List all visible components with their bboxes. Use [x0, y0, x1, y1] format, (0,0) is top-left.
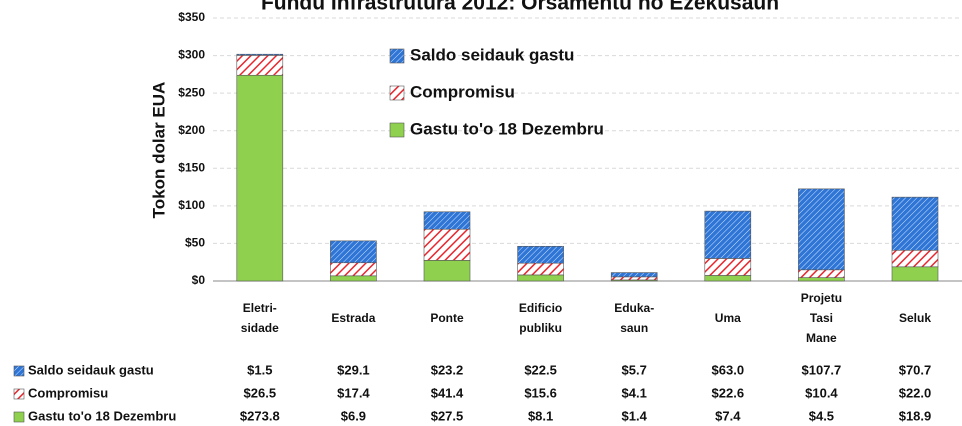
table-cell: $18.9	[899, 408, 932, 423]
table-cell: $6.9	[341, 408, 366, 423]
bar-segment	[423, 211, 471, 230]
table-cell: $22.6	[712, 385, 745, 400]
table-cell: $26.5	[244, 385, 277, 400]
table-swatch	[13, 411, 25, 423]
table-cell: $22.5	[524, 362, 557, 377]
legend-label: Saldo seidauk gastu	[410, 45, 574, 64]
bar-segment	[423, 228, 471, 261]
bar-segment	[891, 196, 939, 251]
x-tick-label: Tasi	[810, 311, 833, 325]
table-cell: $7.4	[715, 408, 741, 423]
bar-segment	[236, 55, 284, 76]
y-tick-label: $100	[178, 198, 205, 212]
x-tick-label: Eduka-	[614, 301, 654, 315]
bar-segment	[330, 240, 377, 264]
bar-segment	[798, 188, 845, 271]
table-swatch	[13, 365, 25, 377]
bar-segment	[798, 277, 845, 282]
table-cell: $273.8	[240, 408, 280, 423]
table-cell: $5.7	[622, 362, 647, 377]
bar-segment	[236, 74, 284, 282]
table-row-label: Compromisu	[28, 385, 108, 400]
bar-segment	[704, 258, 752, 276]
bar-segment	[891, 266, 939, 282]
legend-swatch	[389, 48, 405, 64]
y-tick-label: $200	[178, 123, 205, 137]
bar-segment	[798, 269, 845, 278]
table-cell: $1.5	[247, 362, 272, 377]
bar-segment	[704, 275, 752, 282]
y-tick-label: $150	[178, 160, 205, 174]
x-tick-label: Uma	[715, 311, 741, 325]
legend-label: Gastu to'o 18 Dezembru	[410, 119, 604, 138]
table-row-label: Saldo seidauk gastu	[28, 362, 154, 377]
x-tick-label: Mane	[806, 331, 837, 345]
table-cell: $29.1	[337, 362, 370, 377]
bar-segment	[891, 249, 939, 268]
y-axis-label: Tokon dolar EUA	[149, 82, 168, 219]
table-cell: $23.2	[431, 362, 464, 377]
bar-segment	[517, 274, 564, 282]
x-tick-label: Estrada	[331, 311, 375, 325]
table-cell: $41.4	[431, 385, 464, 400]
legend-swatch	[389, 122, 405, 138]
chart-title: Fundu Infrastrutura 2012: Orsamentu no E…	[261, 0, 779, 15]
table-cell: $4.1	[622, 385, 647, 400]
table-cell: $15.6	[524, 385, 557, 400]
table-cell: $17.4	[337, 385, 370, 400]
x-tick-label: saun	[620, 321, 648, 335]
table-cell: $1.4	[622, 408, 648, 423]
x-tick-label: Seluk	[899, 311, 931, 325]
y-tick-label: $50	[185, 236, 205, 250]
y-tick-label: $0	[192, 273, 206, 287]
table-row-label: Gastu to'o 18 Dezembru	[28, 408, 176, 423]
table-cell: $8.1	[528, 408, 553, 423]
table-cell: $27.5	[431, 408, 464, 423]
legend-label: Compromisu	[410, 82, 515, 101]
legend-swatch	[389, 85, 405, 101]
x-tick-label: publiku	[519, 321, 562, 335]
table-cell: $22.0	[899, 385, 932, 400]
table-cell: $70.7	[899, 362, 932, 377]
x-tick-label: sidade	[241, 321, 279, 335]
bar-segment	[330, 262, 377, 277]
bar-segment	[236, 53, 284, 56]
table-swatch	[13, 388, 25, 400]
table-cell: $4.5	[809, 408, 834, 423]
table-cell: $107.7	[802, 362, 842, 377]
bar-segment	[517, 262, 564, 276]
x-tick-label: Eletri-	[243, 301, 277, 315]
bar-segment	[517, 245, 564, 264]
x-tick-label: Edificio	[519, 301, 562, 315]
y-tick-label: $350	[178, 10, 205, 24]
bar-segment	[610, 276, 658, 281]
bar-segment	[704, 210, 752, 259]
x-tick-label: Ponte	[430, 311, 464, 325]
x-tick-label: Projetu	[801, 291, 842, 305]
table-cell: $63.0	[712, 362, 745, 377]
bar-segment	[330, 275, 377, 282]
bar-segment	[610, 272, 658, 278]
y-tick-label: $250	[178, 85, 205, 99]
table-cell: $10.4	[805, 385, 838, 400]
y-tick-label: $300	[178, 48, 205, 62]
bar-segment	[423, 260, 471, 282]
